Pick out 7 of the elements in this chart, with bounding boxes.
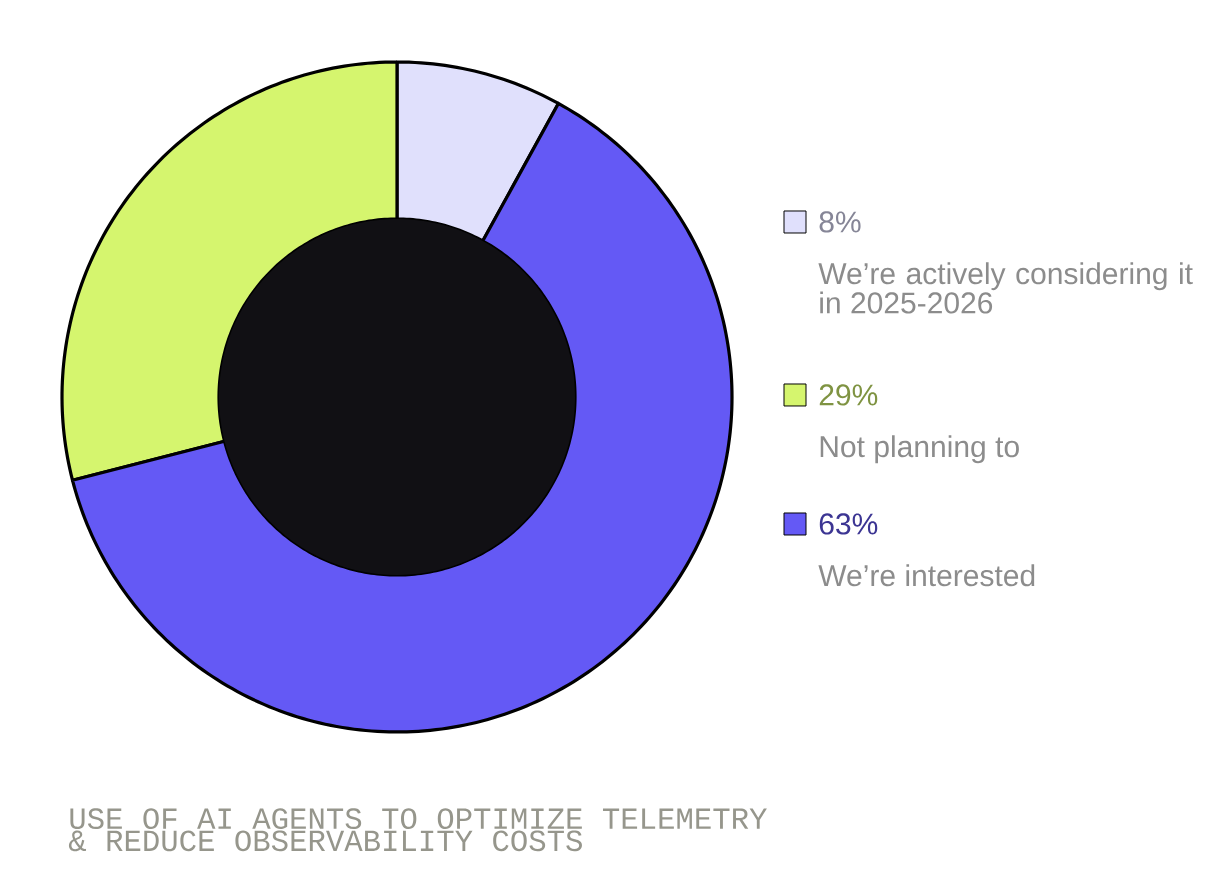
legend-label: We’re actively considering it in 2025-2026 [818,262,1193,314]
legend-label: We’re interested [818,564,1035,587]
data-label: 29% [819,384,878,406]
data-label: 63% [819,513,878,535]
data-label: 8% [819,211,861,233]
text: USE OF AI AGENTS TO OPTIMIZE TELEMETRY & REDUCE OBSERVABILITY COSTS [68,808,767,852]
legend-label: Not planning to [820,435,1019,464]
